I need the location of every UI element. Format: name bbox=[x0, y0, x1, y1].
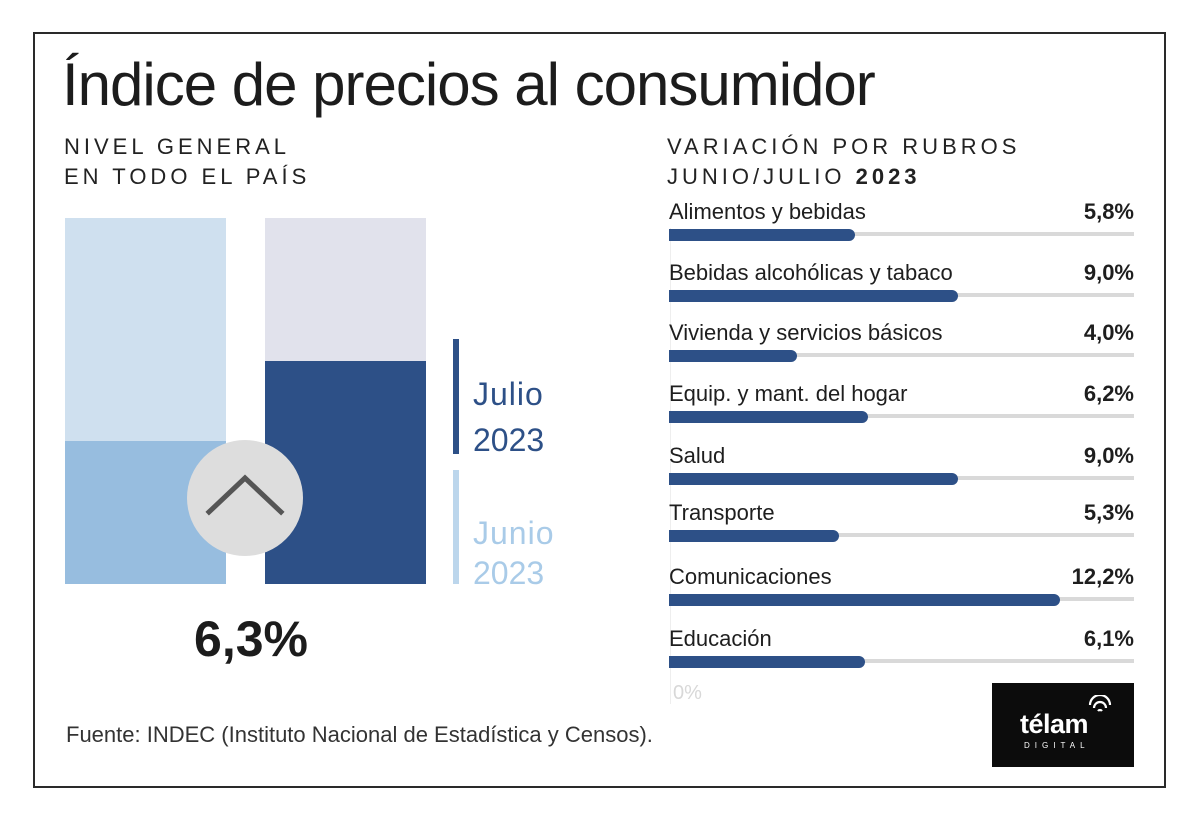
bar-track bbox=[669, 414, 1134, 418]
right-subtitle: VARIACIÓN POR RUBROS JUNIO/JULIO 2023 bbox=[667, 132, 1020, 192]
legend-junio-month: Junio bbox=[473, 515, 555, 551]
bar-value-label: 6,1% bbox=[1083, 626, 1134, 651]
bar-value-label: 5,3% bbox=[1083, 500, 1134, 525]
bar-track bbox=[669, 353, 1134, 357]
bar-row: Alimentos y bebidas 5,8% bbox=[669, 199, 1134, 249]
bar bbox=[669, 229, 855, 241]
chevron-up-icon bbox=[187, 440, 303, 556]
logo-sub: DIGITAL bbox=[1024, 741, 1090, 750]
legend-julio-month: Julio bbox=[473, 376, 544, 412]
legend-junio-year: 2023 bbox=[473, 555, 545, 591]
left-subtitle: NIVEL GENERAL EN TODO EL PAÍS bbox=[64, 132, 310, 192]
bar-category-label: Comunicaciones bbox=[669, 564, 832, 589]
bar-row: Salud 9,0% bbox=[669, 443, 1134, 493]
legend-julio-year: 2023 bbox=[473, 422, 545, 458]
bar-row: Bebidas alcohólicas y tabaco 9,0% bbox=[669, 260, 1134, 310]
bar bbox=[669, 473, 958, 485]
bar-row: Equip. y mant. del hogar 6,2% bbox=[669, 381, 1134, 431]
bar-row: Vivienda y servicios básicos 4,0% bbox=[669, 320, 1134, 370]
left-subtitle-line2: EN TODO EL PAÍS bbox=[64, 164, 311, 189]
axis-zero-label: 0% bbox=[673, 682, 702, 704]
bar bbox=[669, 594, 1060, 606]
bar-value-label: 6,2% bbox=[1083, 381, 1134, 406]
wifi-waves-icon bbox=[1088, 695, 1112, 712]
bar-value-label: 9,0% bbox=[1083, 260, 1134, 285]
bar-category-label: Vivienda y servicios básicos bbox=[669, 320, 943, 345]
bar-value-label: 4,0% bbox=[1083, 320, 1134, 345]
bar bbox=[669, 656, 865, 668]
page-title: Índice de precios al consumidor bbox=[62, 51, 876, 118]
bar-category-label: Equip. y mant. del hogar bbox=[669, 381, 908, 406]
bar-category-label: Bebidas alcohólicas y tabaco bbox=[669, 260, 953, 285]
bar-category-label: Transporte bbox=[669, 500, 775, 525]
bar bbox=[669, 411, 868, 423]
right-subtitle-prefix: JUNIO/JULIO bbox=[667, 164, 846, 189]
bar-value-label: 12,2% bbox=[1071, 564, 1134, 589]
bar bbox=[669, 350, 797, 362]
bar-row: Transporte 5,3% bbox=[669, 500, 1134, 550]
right-subtitle-line2: JUNIO/JULIO 2023 bbox=[667, 162, 1020, 192]
bar-value-label: 9,0% bbox=[1083, 443, 1134, 468]
telam-logo: télam DIGITAL bbox=[992, 683, 1134, 767]
legend-julio-line bbox=[453, 339, 459, 454]
logo-word: télam bbox=[1020, 709, 1089, 739]
bar-value-label: 5,8% bbox=[1083, 199, 1134, 224]
headline-value: 6,3% bbox=[194, 611, 308, 667]
right-subtitle-year: 2023 bbox=[855, 164, 921, 189]
axis-zero-line bbox=[670, 228, 671, 704]
bar-category-label: Alimentos y bebidas bbox=[669, 199, 866, 224]
bar-row: Educación 6,1% bbox=[669, 626, 1134, 676]
right-subtitle-line1: VARIACIÓN POR RUBROS bbox=[667, 134, 1021, 159]
bar bbox=[669, 290, 958, 302]
bar-row: Comunicaciones 12,2% bbox=[669, 564, 1134, 614]
bar-category-label: Salud bbox=[669, 443, 726, 468]
source-note: Fuente: INDEC (Instituto Nacional de Est… bbox=[66, 722, 653, 747]
bar bbox=[669, 530, 839, 542]
bar-category-label: Educación bbox=[669, 626, 772, 651]
bar-track bbox=[669, 533, 1134, 537]
bar-track bbox=[669, 659, 1134, 663]
left-subtitle-line1: NIVEL GENERAL bbox=[64, 134, 291, 159]
legend-junio-line bbox=[453, 470, 459, 584]
bar-track bbox=[669, 232, 1134, 236]
